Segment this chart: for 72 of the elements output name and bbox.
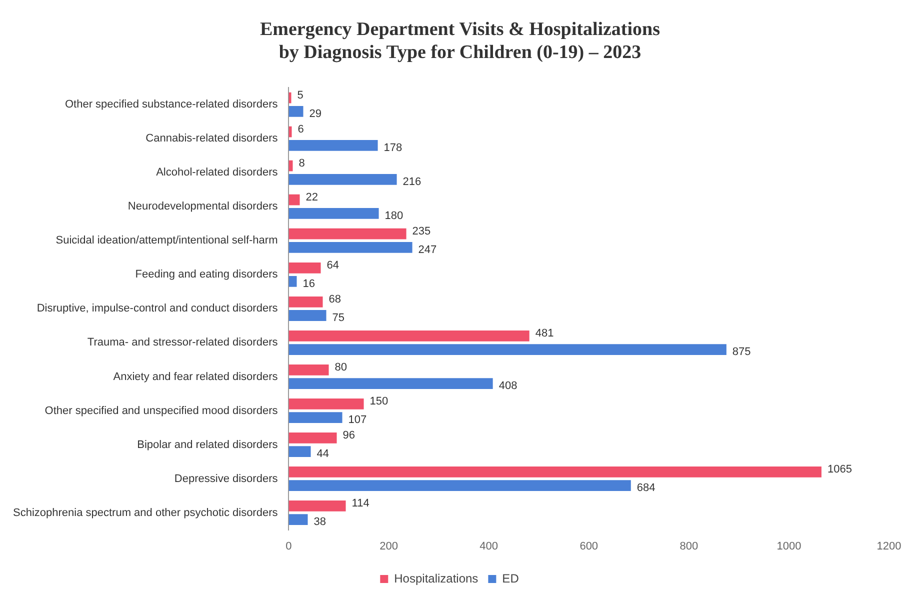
bar — [288, 262, 321, 274]
data-label: 16 — [302, 278, 315, 290]
chart-title: Emergency Department Visits & Hospitalizations by Diagnosis Type for Children (0-19) – 2023 — [258, 18, 661, 64]
bar — [288, 208, 379, 219]
data-label: 22 — [306, 191, 318, 204]
x-tick-label: 200 — [380, 540, 398, 552]
bar — [288, 398, 364, 410]
y-tick-label: Schizophrenia spectrum and other psychotic disorders — [12, 506, 278, 519]
data-label: 114 — [352, 498, 370, 510]
bar — [288, 242, 412, 253]
legend-label: ED — [502, 571, 520, 586]
data-label: 44 — [316, 448, 330, 460]
x-tick-label: 800 — [680, 540, 698, 552]
x-tick-label: 1200 — [876, 540, 902, 552]
data-label: 107 — [348, 414, 367, 426]
data-label: 180 — [384, 210, 404, 222]
data-label: 178 — [384, 142, 402, 154]
data-label: 8 — [298, 157, 305, 170]
bar — [288, 296, 323, 308]
bar — [288, 364, 329, 376]
bar — [288, 310, 326, 321]
bar — [288, 140, 378, 151]
bar — [288, 106, 304, 117]
x-tick-label: 1000 — [776, 540, 802, 552]
y-tick-label: Alcohol-related disorders — [156, 166, 278, 179]
y-tick-label: Neurodevelopmental disorders — [128, 200, 278, 213]
x-tick-label: 400 — [480, 540, 498, 552]
data-label: 38 — [314, 516, 326, 528]
bar — [288, 174, 397, 185]
data-label: 6 — [298, 123, 304, 136]
y-tick-label: Anxiety and fear related disorders — [113, 370, 278, 383]
data-label: 247 — [418, 244, 437, 256]
bar — [288, 344, 726, 355]
y-tick-label: Other specified substance-related disorders — [64, 98, 278, 111]
y-tick-label: Depressive disorders — [174, 472, 278, 485]
data-label: 408 — [498, 380, 518, 392]
bar — [288, 500, 346, 512]
bar — [288, 330, 530, 342]
bar — [288, 228, 406, 240]
data-label: 64 — [326, 259, 340, 272]
data-label: 75 — [332, 312, 345, 324]
data-label: 684 — [636, 482, 656, 494]
data-label: 5 — [297, 89, 304, 102]
bar — [288, 432, 337, 444]
x-tick-label: 0 — [286, 540, 292, 552]
y-tick-label: Feeding and eating disorders — [135, 268, 278, 281]
data-label: 216 — [402, 176, 422, 188]
data-label: 1065 — [827, 464, 852, 476]
bar — [288, 446, 311, 458]
y-tick-label: Cannabis-related disorders — [146, 132, 278, 145]
bar — [288, 276, 297, 287]
data-label: 80 — [334, 361, 348, 374]
bar — [288, 194, 300, 206]
y-tick-label: Disruptive, impulse-control and conduct disorders — [36, 302, 278, 315]
data-label: 29 — [309, 108, 322, 120]
bar — [288, 480, 631, 492]
y-tick-label: Other specified and unspecified mood disorders — [44, 404, 278, 417]
y-tick-label: Bipolar and related disorders — [137, 438, 278, 451]
bar — [288, 378, 493, 389]
data-label: 68 — [328, 293, 342, 306]
legend-label: Hospitalizations — [394, 571, 478, 586]
data-label: 875 — [732, 346, 751, 358]
data-label: 150 — [370, 395, 388, 408]
y-tick-label: Suicidal ideation/attempt/intentional self-harm — [56, 234, 278, 247]
bar — [288, 466, 822, 478]
x-tick-label: 600 — [580, 540, 598, 552]
data-label: 235 — [412, 225, 431, 238]
data-label: 96 — [342, 429, 356, 442]
bar — [288, 412, 342, 423]
y-tick-label: Trauma- and stressor-related disorders — [87, 336, 278, 349]
data-label: 481 — [535, 327, 554, 340]
bar — [288, 514, 308, 526]
